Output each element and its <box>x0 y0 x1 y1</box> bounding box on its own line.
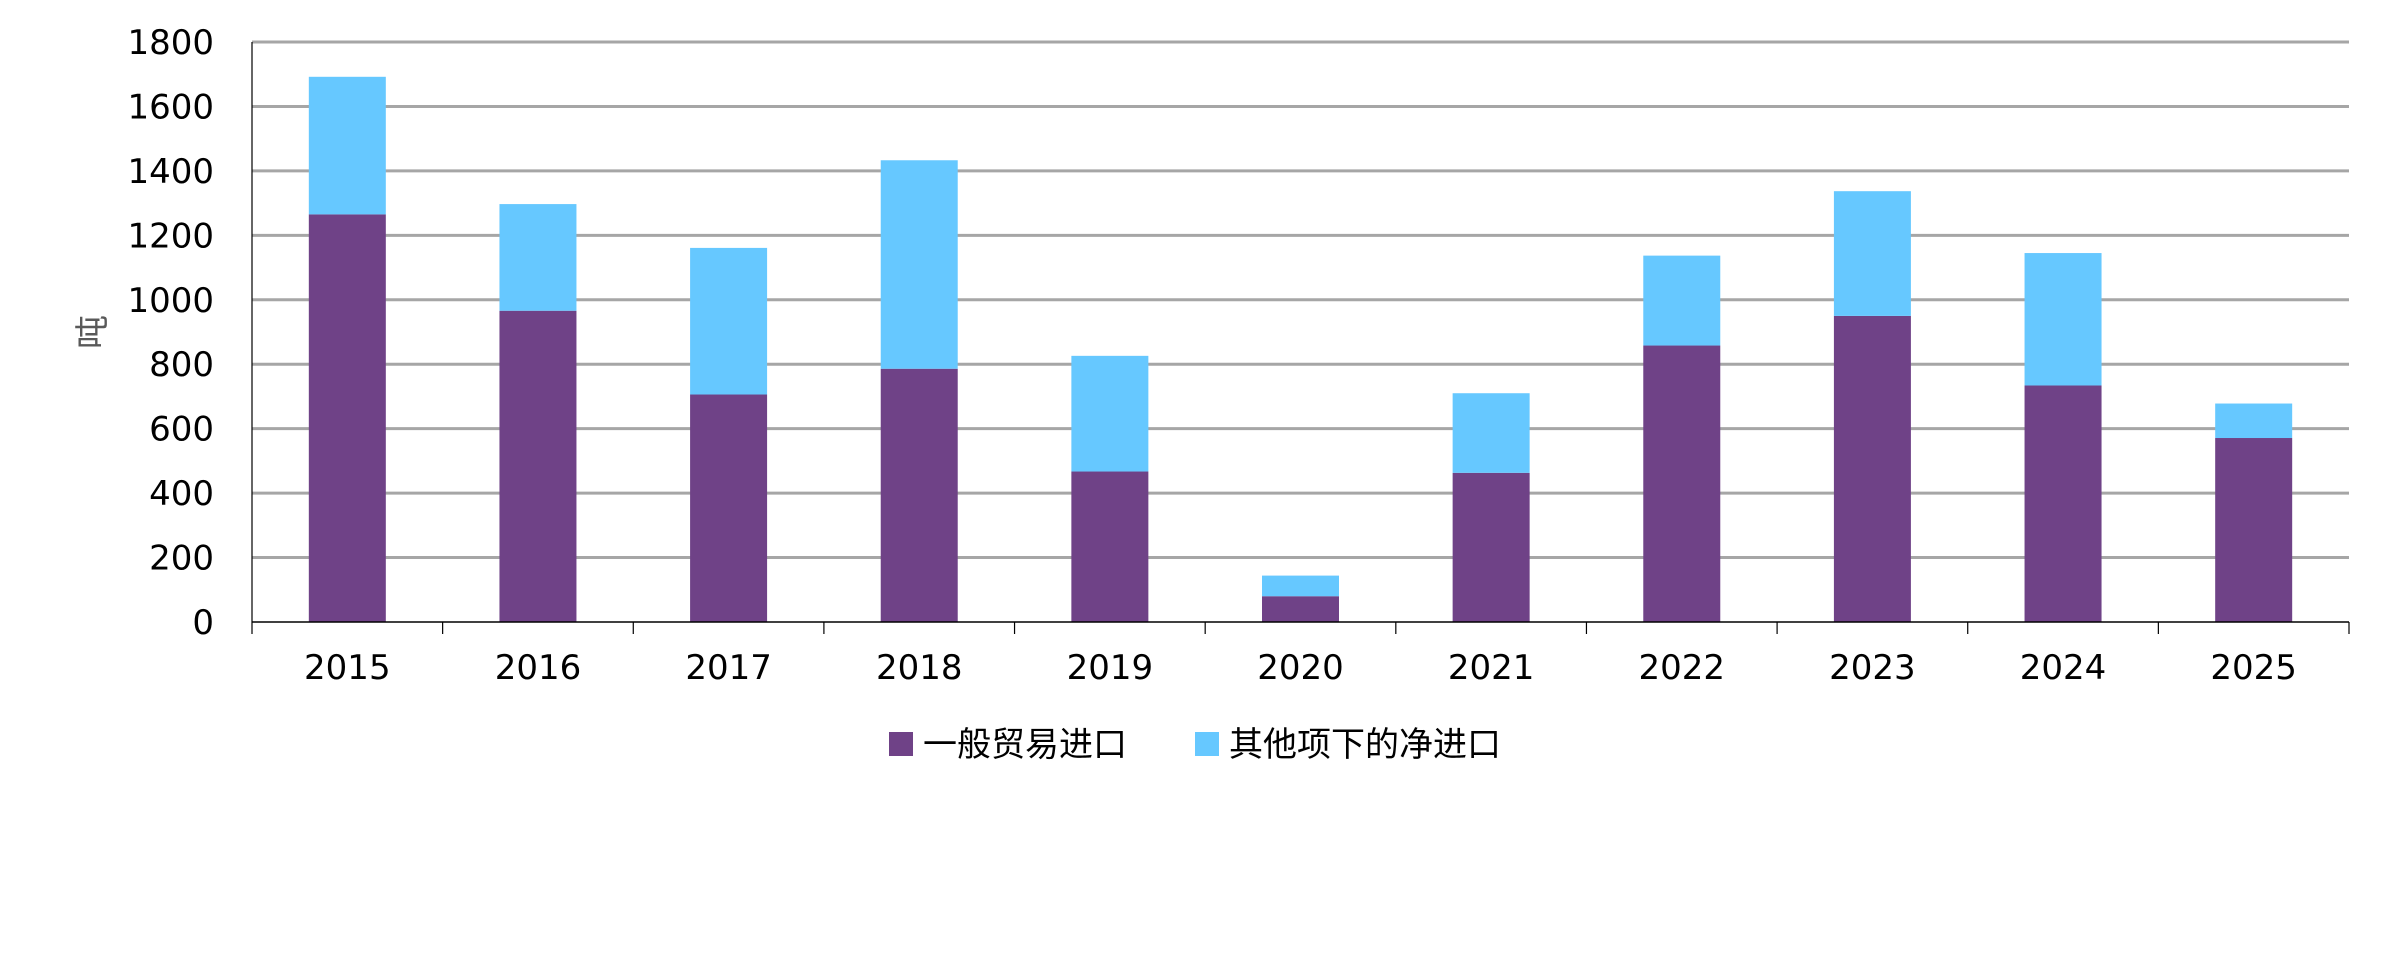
axes <box>251 42 2350 634</box>
bar-segment-2018-series-0 <box>880 368 958 622</box>
x-tick-label: 2021 <box>1448 648 1535 688</box>
bar-segment-2023-series-0 <box>1833 315 1911 622</box>
y-tick-label: 200 <box>149 539 214 579</box>
y-tick-labels: 0 200 400 600 800 1000 1200 1400 1600 1800 <box>127 23 214 643</box>
x-tick-label: 2016 <box>495 648 582 688</box>
y-tick-label: 600 <box>149 410 214 450</box>
bar-segment-2018-series-1 <box>880 160 958 369</box>
bar-segment-2023-series-1 <box>1833 191 1911 316</box>
bar-segment-2017-series-1 <box>690 247 768 395</box>
bar-segment-2024-series-0 <box>2024 385 2102 622</box>
x-tick-label: 2023 <box>1829 648 1916 688</box>
bar-segment-2016-series-0 <box>499 310 577 622</box>
x-tick-label: 2018 <box>876 648 963 688</box>
x-tick-label: 2017 <box>685 648 772 688</box>
bar-segment-2020-series-0 <box>1262 596 1339 622</box>
bar-segment-2017-series-0 <box>690 394 768 622</box>
bar-segment-2025-series-1 <box>2215 403 2293 439</box>
x-tick-label: 2022 <box>1639 648 1726 688</box>
y-axis-label: 吨 <box>73 315 113 349</box>
bar-segment-2022-series-0 <box>1643 345 1721 622</box>
legend-label: 一般贸易进口 <box>923 725 1127 765</box>
x-tick-labels: 2015 2016 2017 2018 2019 2020 2021 2022 2023 2024… <box>304 648 2297 688</box>
legend-item-1: 其他项下的净进口 <box>1195 725 1501 765</box>
bar-segment-2020-series-1 <box>1262 575 1339 597</box>
gridlines <box>252 40 2349 560</box>
bar-segment-2022-series-1 <box>1643 255 1721 346</box>
bar-segment-2019-series-0 <box>1071 471 1149 622</box>
y-tick-label: 0 <box>192 603 214 643</box>
bar-segment-2021-series-1 <box>1452 393 1530 473</box>
legend-swatch <box>1195 732 1219 756</box>
legend: 一般贸易进口 其他项下的净进口 <box>889 725 1501 765</box>
y-tick-label: 1600 <box>127 87 214 127</box>
y-tick-label: 1800 <box>127 23 214 63</box>
bar-segment-2015-series-1 <box>308 76 386 215</box>
bar-segment-2021-series-0 <box>1452 472 1530 622</box>
bar-segment-2015-series-0 <box>308 214 386 622</box>
x-tick-label: 2015 <box>304 648 391 688</box>
legend-swatch <box>889 732 913 756</box>
x-tick-label: 2019 <box>1067 648 1154 688</box>
bar-segment-2025-series-0 <box>2215 438 2293 622</box>
y-tick-label: 400 <box>149 474 214 514</box>
legend-item-0: 一般贸易进口 <box>889 725 1127 765</box>
x-tick-label: 2020 <box>1257 648 1344 688</box>
x-tick-label: 2025 <box>2210 648 2297 688</box>
y-tick-label: 800 <box>149 345 214 385</box>
bars <box>308 76 2293 622</box>
bar-segment-2016-series-1 <box>499 204 577 311</box>
y-tick-label: 1000 <box>127 281 214 321</box>
legend-label: 其他项下的净进口 <box>1229 725 1501 765</box>
x-tick-label: 2024 <box>2020 648 2107 688</box>
y-tick-label: 1200 <box>127 216 214 256</box>
bar-segment-2019-series-1 <box>1071 355 1149 472</box>
y-tick-label: 1400 <box>127 152 214 192</box>
bar-segment-2024-series-1 <box>2024 253 2102 386</box>
